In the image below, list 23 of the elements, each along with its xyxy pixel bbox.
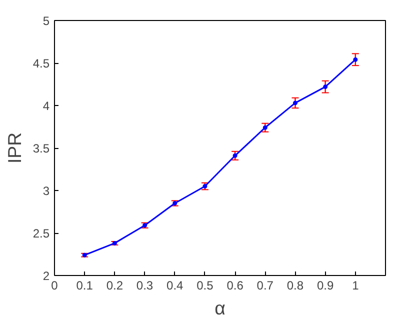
y-tick-label: 2.5 <box>32 226 50 240</box>
y-tick-label: 3.5 <box>32 142 50 156</box>
y-tick-label: 4 <box>42 99 50 113</box>
x-tick-label: 0 <box>51 278 58 292</box>
y-tick-label: 5 <box>42 14 50 28</box>
x-tick-label: 0.9 <box>316 278 334 292</box>
x-axis-title: α <box>214 298 226 318</box>
x-tick-label: 0.6 <box>226 278 244 292</box>
y-tick-label: 3 <box>42 184 50 198</box>
point <box>353 57 358 62</box>
x-tick-label: 0.5 <box>196 278 214 292</box>
x-tick-label: 0.3 <box>136 278 154 292</box>
point <box>323 84 328 90</box>
x-tick-label: 0.1 <box>76 278 94 292</box>
x-tick-label: 0.8 <box>286 278 304 292</box>
x-tick-label: 0.4 <box>166 278 184 292</box>
x-tick-label: 0.7 <box>256 278 274 292</box>
y-tick-label: 2 <box>42 269 50 283</box>
y-tick-label: 4.5 <box>32 56 50 70</box>
x-tick-label: 0.2 <box>106 278 124 292</box>
point <box>292 100 298 106</box>
y-axis-title: IPR <box>4 132 25 164</box>
x-tick-label: 1 <box>352 278 360 292</box>
